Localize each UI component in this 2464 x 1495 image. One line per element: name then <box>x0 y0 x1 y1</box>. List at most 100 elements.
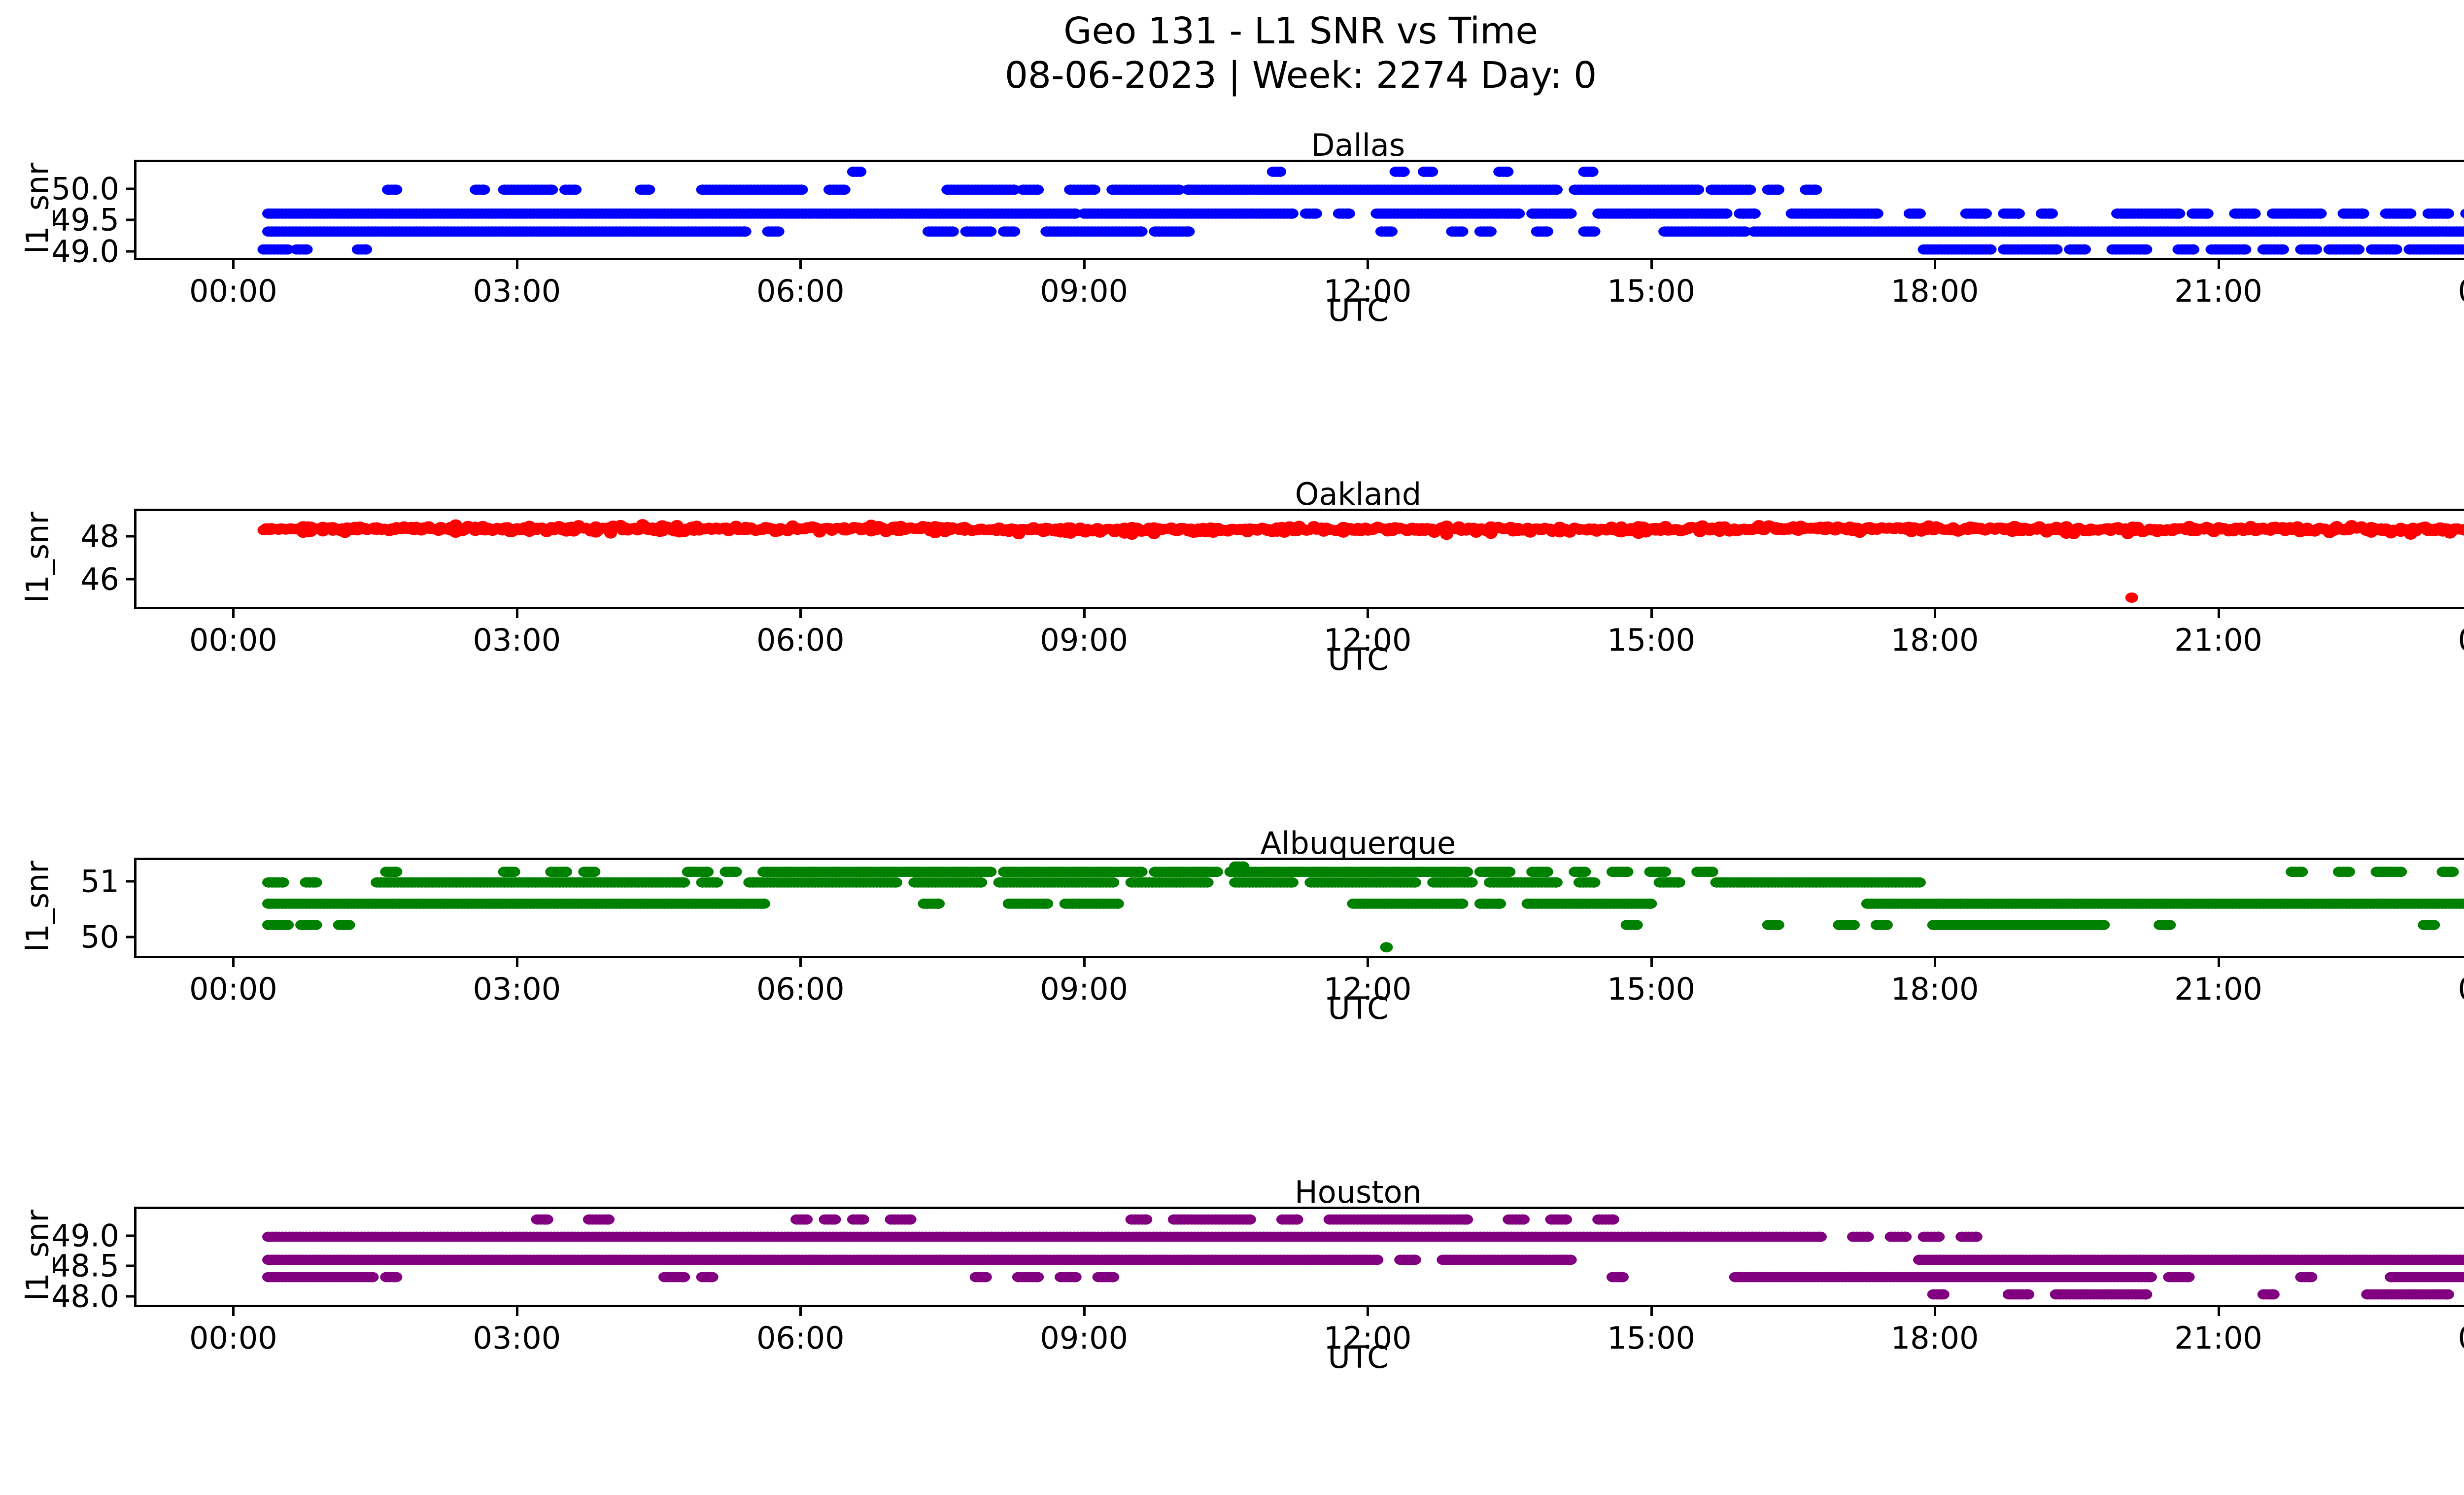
x-tick-label: 12:00 <box>1323 1320 1412 1356</box>
y-tick-mark <box>126 1234 134 1237</box>
x-tick-label: 12:00 <box>1323 971 1412 1007</box>
y-axis-label-oakland: l1_snr <box>19 512 56 603</box>
y-tick-mark <box>126 187 134 190</box>
y-tick-mark <box>126 880 134 883</box>
x-tick-mark <box>1367 958 1369 967</box>
x-tick-label: 21:00 <box>2174 971 2262 1007</box>
x-tick-mark <box>232 1307 235 1316</box>
y-tick-mark <box>126 535 134 538</box>
x-tick-label: 21:00 <box>2174 273 2262 309</box>
x-tick-mark <box>2217 958 2220 967</box>
x-tick-label: 21:00 <box>2174 622 2262 658</box>
x-tick-mark <box>1650 260 1653 269</box>
plot-area-oakland <box>134 509 2464 609</box>
x-tick-label: 09:00 <box>1040 622 1129 658</box>
x-tick-label: 09:00 <box>1040 971 1129 1007</box>
x-tick-mark <box>799 609 802 618</box>
scatter-canvas-houston <box>262 1214 2464 1300</box>
x-tick-mark <box>1934 260 1937 269</box>
x-tick-mark <box>799 260 802 269</box>
y-tick-label: 51 <box>80 863 119 900</box>
x-tick-label: 06:00 <box>756 273 845 309</box>
panel-title-oakland: Oakland <box>1295 476 1422 512</box>
x-tick-label: 00:00 <box>2458 273 2464 309</box>
x-tick-mark <box>1083 260 1086 269</box>
x-tick-label: 15:00 <box>1607 622 1695 658</box>
x-tick-label: 06:00 <box>756 971 845 1007</box>
x-tick-mark <box>515 609 518 618</box>
y-tick-mark <box>126 250 134 253</box>
x-tick-label: 00:00 <box>189 1320 277 1356</box>
x-tick-label: 03:00 <box>473 1320 561 1356</box>
y-tick-mark <box>126 936 134 939</box>
plot-area-dallas <box>134 160 2464 260</box>
x-tick-label: 03:00 <box>473 273 561 309</box>
y-tick-label: 49.0 <box>51 233 119 270</box>
x-tick-label: 00:00 <box>189 622 277 658</box>
y-tick-label: 46 <box>80 561 119 597</box>
x-tick-label: 06:00 <box>756 622 845 658</box>
scatter-canvas-oakland <box>257 519 2464 603</box>
x-axis-label-oakland: UTC <box>1328 641 1389 677</box>
x-tick-label: 00:00 <box>2458 1320 2464 1356</box>
x-tick-label: 03:00 <box>473 971 561 1007</box>
x-tick-label: 00:00 <box>2458 971 2464 1007</box>
y-tick-label: 48.5 <box>51 1248 119 1284</box>
x-tick-mark <box>515 958 518 967</box>
x-tick-mark <box>232 609 235 618</box>
x-tick-mark <box>515 260 518 269</box>
x-tick-label: 00:00 <box>189 273 277 309</box>
x-tick-label: 12:00 <box>1323 622 1412 658</box>
x-tick-label: 00:00 <box>2458 622 2464 658</box>
y-tick-label: 50 <box>80 919 119 955</box>
x-tick-label: 18:00 <box>1890 273 1979 309</box>
panel-title-houston: Houston <box>1295 1174 1422 1210</box>
x-tick-mark <box>1083 1307 1086 1316</box>
y-axis-label-albuquerque: l1_snr <box>19 861 56 952</box>
x-tick-label: 18:00 <box>1890 1320 1979 1356</box>
y-tick-label: 50.0 <box>51 171 119 207</box>
x-tick-mark <box>2217 609 2220 618</box>
x-tick-mark <box>1083 958 1086 967</box>
x-tick-mark <box>1367 260 1369 269</box>
y-tick-label: 49.0 <box>51 1217 119 1254</box>
x-tick-mark <box>1934 609 1937 618</box>
scatter-canvas-dallas <box>257 166 2464 255</box>
x-tick-label: 00:00 <box>189 971 277 1007</box>
y-tick-label: 49.5 <box>51 202 119 238</box>
x-tick-mark <box>799 958 802 967</box>
x-tick-label: 18:00 <box>1890 622 1979 658</box>
x-tick-mark <box>799 1307 802 1316</box>
x-tick-label: 18:00 <box>1890 971 1979 1007</box>
x-tick-mark <box>232 958 235 967</box>
x-tick-mark <box>2217 260 2220 269</box>
plot-area-houston <box>134 1207 2464 1307</box>
x-axis-label-houston: UTC <box>1328 1339 1389 1375</box>
x-tick-label: 21:00 <box>2174 1320 2262 1356</box>
x-tick-label: 03:00 <box>473 622 561 658</box>
y-tick-mark <box>126 218 134 221</box>
x-tick-label: 06:00 <box>756 1320 845 1356</box>
scatter-canvas-albuquerque <box>262 861 2464 953</box>
x-tick-mark <box>1367 609 1369 618</box>
figure-suptitle: Geo 131 - L1 SNR vs Time 08-06-2023 | We… <box>1004 10 1597 97</box>
x-tick-mark <box>1650 958 1653 967</box>
x-tick-label: 12:00 <box>1323 273 1412 309</box>
x-tick-label: 15:00 <box>1607 273 1695 309</box>
y-tick-label: 48 <box>80 518 119 555</box>
panel-title-albuquerque: Albuquerque <box>1260 825 1456 861</box>
x-tick-mark <box>232 260 235 269</box>
x-tick-mark <box>1083 609 1086 618</box>
plot-area-albuquerque <box>134 858 2464 958</box>
x-tick-label: 15:00 <box>1607 971 1695 1007</box>
y-tick-mark <box>126 1264 134 1267</box>
x-tick-label: 09:00 <box>1040 1320 1129 1356</box>
x-tick-label: 09:00 <box>1040 273 1129 309</box>
y-tick-label: 48.0 <box>51 1278 119 1315</box>
x-axis-label-dallas: UTC <box>1328 292 1389 328</box>
x-tick-mark <box>1650 1307 1653 1316</box>
x-tick-mark <box>1650 609 1653 618</box>
x-tick-label: 15:00 <box>1607 1320 1695 1356</box>
y-tick-mark <box>126 578 134 581</box>
